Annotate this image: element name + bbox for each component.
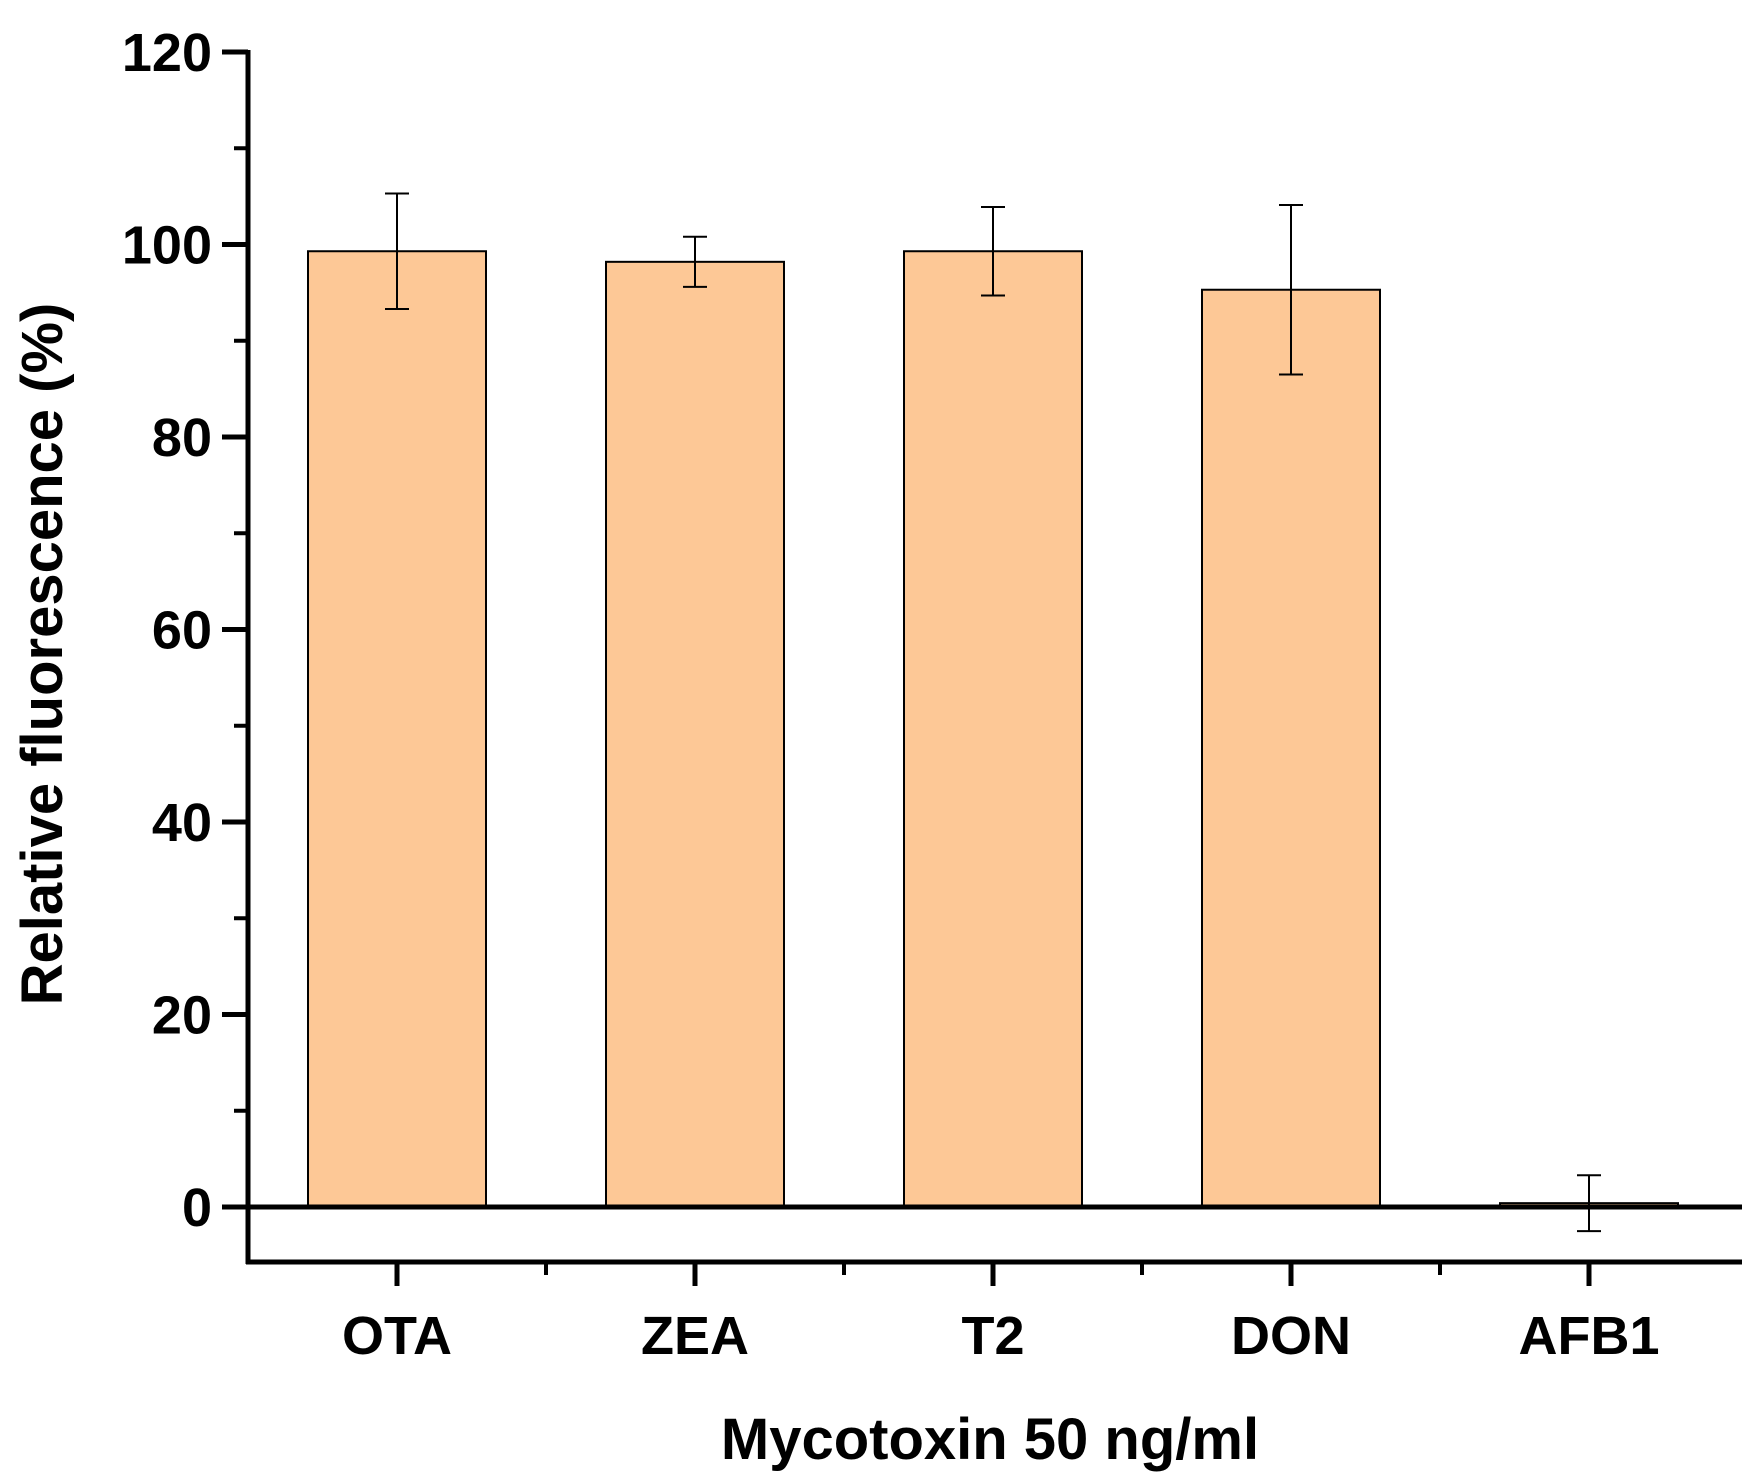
y-tick-label-120: 120 bbox=[122, 23, 212, 83]
y-tick-label-100: 100 bbox=[122, 216, 212, 276]
errorbar-ota bbox=[385, 192, 409, 310]
errorbar-zea bbox=[683, 235, 707, 288]
y-axis-title: Relative fluorescence (%) bbox=[10, 303, 75, 1006]
bar-zea bbox=[605, 260, 785, 1208]
y-tick-label-60: 60 bbox=[152, 601, 212, 661]
errorbar-don bbox=[1279, 204, 1303, 376]
x-tick-label-ota: OTA bbox=[342, 1306, 452, 1366]
errorbars-layer bbox=[385, 192, 1601, 1233]
x-tick-label-afb1: AFB1 bbox=[1518, 1306, 1659, 1366]
bar-don bbox=[1201, 288, 1381, 1208]
y-tick-label-40: 40 bbox=[152, 793, 212, 853]
bar-ota bbox=[307, 250, 487, 1209]
x-tick-label-zea: ZEA bbox=[641, 1306, 749, 1366]
errorbar-t2 bbox=[981, 205, 1005, 297]
x-tick-label-don: DON bbox=[1231, 1306, 1351, 1366]
labels-layer: 0 20 40 60 80 100 120 OTA ZEA T2 DON AFB1 bbox=[122, 23, 1660, 1366]
y-tick-label-20: 20 bbox=[152, 986, 212, 1046]
errorbar-afb1 bbox=[1577, 1174, 1601, 1233]
bar-t2 bbox=[903, 250, 1083, 1209]
bars-layer bbox=[307, 250, 1679, 1209]
x-axis-title: Mycotoxin 50 ng/ml bbox=[721, 1407, 1259, 1472]
x-tick-label-t2: T2 bbox=[961, 1306, 1024, 1366]
y-tick-label-0: 0 bbox=[182, 1178, 212, 1238]
y-tick-label-80: 80 bbox=[152, 408, 212, 468]
axes-layer bbox=[222, 49, 1742, 1286]
